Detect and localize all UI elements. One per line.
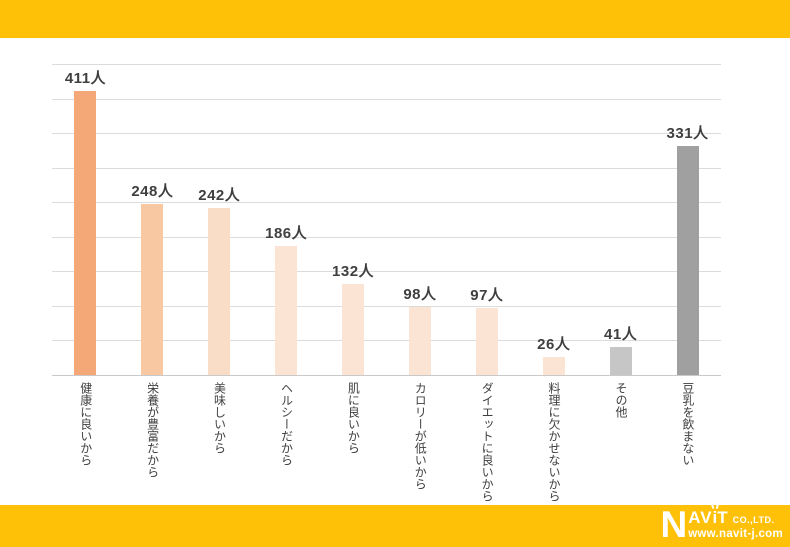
gridline <box>52 271 721 273</box>
bar-value-label: 41人 <box>604 325 638 343</box>
logo-company-suffix: CO.,LTD. <box>732 515 775 525</box>
bottom-yellow-band: N AV i T CO.,LTD. www.navit-j.com <box>0 505 790 547</box>
logo-letters-av: AV <box>688 508 713 527</box>
bar-value-label: 411人 <box>64 69 107 87</box>
axis-baseline <box>52 375 721 376</box>
gridline <box>52 167 721 169</box>
bar-value-label: 248人 <box>131 182 174 200</box>
rabbit-ears-icon <box>710 503 719 509</box>
bar-value-label: 132人 <box>332 262 375 280</box>
bar-value-label: 186人 <box>265 225 308 243</box>
gridline <box>52 133 721 135</box>
logo-letter-i: i <box>713 508 718 528</box>
category-label: ヘルシーだから <box>279 382 294 466</box>
category-label: 美味しいから <box>212 382 227 454</box>
bar-value-label: 26人 <box>537 336 571 354</box>
gridline <box>52 64 721 65</box>
category-label: ダイエットに良いから <box>480 382 495 502</box>
gridline <box>52 340 721 342</box>
category-label: 豆乳を飲まない <box>680 382 695 466</box>
category-label: 健康に良いから <box>78 382 93 466</box>
logo-website-url: www.navit-j.com <box>688 528 783 540</box>
chart-bar: 26人 <box>537 336 570 375</box>
navit-logo-wordmark: N AV i T CO.,LTD. www.navit-j.com <box>660 504 783 545</box>
gridline <box>52 305 721 307</box>
bar-value-label: 331人 <box>666 125 709 143</box>
top-yellow-band <box>0 0 790 38</box>
chart-bar: 248人 <box>131 183 173 375</box>
category-label: その他 <box>613 382 628 418</box>
chart-bar: 186人 <box>265 225 307 375</box>
category-label: 栄養が豊富だから <box>145 382 160 478</box>
category-label: カロリーが低いから <box>413 382 428 490</box>
chart-bar: 331人 <box>667 125 708 375</box>
logo-letter-t: T <box>717 508 729 527</box>
bar-value-label: 98人 <box>403 286 437 304</box>
bar-value-label: 242人 <box>198 186 241 204</box>
chart-bar: 411人 <box>65 70 106 375</box>
logo-letter-n: N <box>660 504 688 545</box>
category-label: 料理に欠かせないから <box>547 382 562 502</box>
chart-bar: 97人 <box>470 287 503 375</box>
chart-bar: 132人 <box>332 263 374 375</box>
chart-bar: 242人 <box>198 187 240 375</box>
bar-value-label: 97人 <box>470 286 504 304</box>
chart-bar: 41人 <box>604 326 637 375</box>
category-label: 肌に良いから <box>346 382 361 454</box>
gridline <box>52 202 721 204</box>
bar-chart-plot-area: 411人 248人 242人 186人 132人 98人 97人 26人 41人 331人 <box>52 64 721 376</box>
gridline <box>52 98 721 100</box>
gridline <box>52 236 721 238</box>
chart-bar: 98人 <box>403 286 436 375</box>
navit-logo: N AV i T CO.,LTD. www.navit-j.com <box>660 504 783 545</box>
